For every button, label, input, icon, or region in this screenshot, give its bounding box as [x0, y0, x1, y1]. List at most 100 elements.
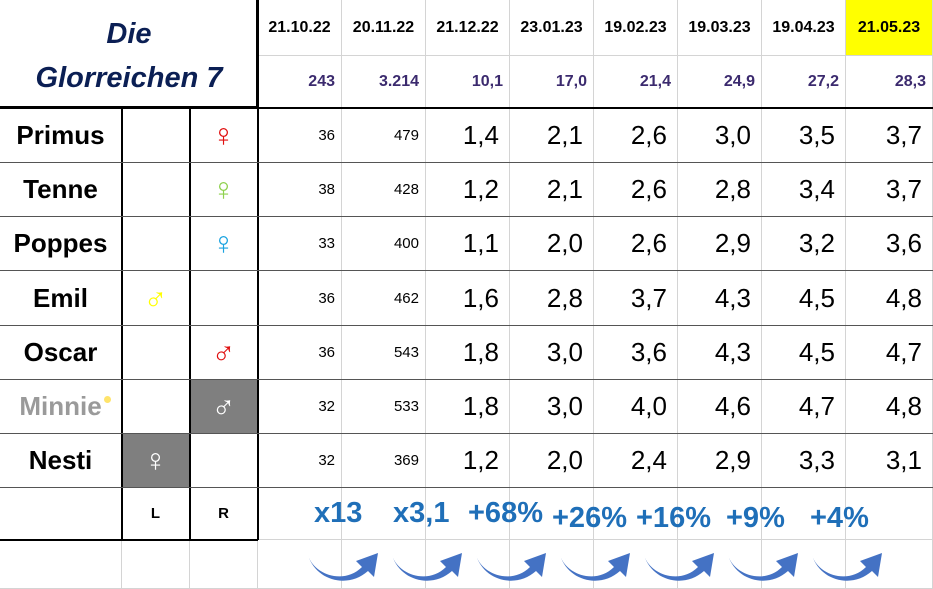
value-cell[interactable]: 543 [342, 326, 426, 380]
row-name[interactable]: Oscar [0, 326, 122, 380]
value-cell[interactable]: 533 [342, 380, 426, 434]
value-cell[interactable]: 2,0 [510, 434, 594, 488]
value-cell[interactable]: 1,6 [426, 271, 510, 326]
value-cell[interactable]: 2,1 [510, 108, 594, 163]
value-cell[interactable]: 1,8 [426, 380, 510, 434]
footer-cell[interactable] [258, 488, 342, 540]
row-name[interactable]: Primus [0, 108, 122, 163]
total-count[interactable]: 21,4 [594, 56, 678, 108]
value-cell[interactable]: 36 [258, 326, 342, 380]
value-cell[interactable]: 3,0 [678, 108, 762, 163]
value-cell[interactable]: 2,4 [594, 434, 678, 488]
value-cell[interactable]: 400 [342, 217, 426, 271]
symbol-left[interactable] [122, 108, 190, 163]
empty-cell[interactable] [190, 540, 258, 589]
date-header[interactable]: 21.05.23 [846, 0, 933, 56]
empty-cell[interactable] [0, 540, 122, 589]
symbol-right[interactable] [190, 271, 258, 326]
value-cell[interactable]: 2,8 [510, 271, 594, 326]
symbol-left[interactable] [122, 326, 190, 380]
row-name[interactable]: Minnie [0, 380, 122, 434]
footer-cell[interactable] [594, 488, 678, 540]
total-count[interactable]: 243 [258, 56, 342, 108]
footer-cell[interactable] [678, 488, 762, 540]
symbol-right[interactable]: ♂ [190, 380, 258, 434]
date-header[interactable]: 19.04.23 [762, 0, 846, 56]
symbol-left[interactable]: ♀ [122, 434, 190, 488]
value-cell[interactable]: 3,6 [594, 326, 678, 380]
value-cell[interactable]: 4,7 [846, 326, 933, 380]
value-cell[interactable]: 3,0 [510, 380, 594, 434]
date-header[interactable]: 21.12.22 [426, 0, 510, 56]
date-header[interactable]: 19.03.23 [678, 0, 762, 56]
total-count[interactable]: 3.214 [342, 56, 426, 108]
footer-cell[interactable] [426, 488, 510, 540]
value-cell[interactable]: 4,0 [594, 380, 678, 434]
symbol-right[interactable]: ♀ [190, 163, 258, 217]
value-cell[interactable]: 4,3 [678, 326, 762, 380]
value-cell[interactable]: 36 [258, 108, 342, 163]
row-name[interactable]: Tenne [0, 163, 122, 217]
value-cell[interactable]: 3,6 [846, 217, 933, 271]
value-cell[interactable]: 4,6 [678, 380, 762, 434]
value-cell[interactable]: 462 [342, 271, 426, 326]
value-cell[interactable]: 2,9 [678, 217, 762, 271]
value-cell[interactable]: 2,1 [510, 163, 594, 217]
value-cell[interactable]: 3,7 [846, 108, 933, 163]
empty-cell[interactable] [122, 540, 190, 589]
footer-cell[interactable] [510, 488, 594, 540]
date-header[interactable]: 23.01.23 [510, 0, 594, 56]
symbol-right[interactable] [190, 434, 258, 488]
symbol-right[interactable]: ♀ [190, 108, 258, 163]
date-header[interactable]: 21.10.22 [258, 0, 342, 56]
value-cell[interactable]: 3,2 [762, 217, 846, 271]
value-cell[interactable]: 2,9 [678, 434, 762, 488]
value-cell[interactable]: 2,8 [678, 163, 762, 217]
value-cell[interactable]: 1,2 [426, 434, 510, 488]
value-cell[interactable]: 2,6 [594, 108, 678, 163]
row-name[interactable]: Poppes [0, 217, 122, 271]
value-cell[interactable]: 2,6 [594, 217, 678, 271]
total-count[interactable]: 27,2 [762, 56, 846, 108]
date-header[interactable]: 19.02.23 [594, 0, 678, 56]
total-count[interactable]: 28,3 [846, 56, 933, 108]
footer-cell[interactable] [762, 488, 846, 540]
value-cell[interactable]: 2,0 [510, 217, 594, 271]
row-name[interactable]: Nesti [0, 434, 122, 488]
row-name[interactable]: Emil [0, 271, 122, 326]
date-header[interactable]: 20.11.22 [342, 0, 426, 56]
value-cell[interactable]: 479 [342, 108, 426, 163]
empty-cell[interactable] [0, 488, 122, 540]
value-cell[interactable]: 4,8 [846, 380, 933, 434]
value-cell[interactable]: 3,7 [594, 271, 678, 326]
symbol-left[interactable]: ♂ [122, 271, 190, 326]
value-cell[interactable]: 2,6 [594, 163, 678, 217]
value-cell[interactable]: 3,5 [762, 108, 846, 163]
symbol-left[interactable] [122, 163, 190, 217]
value-cell[interactable]: 33 [258, 217, 342, 271]
value-cell[interactable]: 3,3 [762, 434, 846, 488]
value-cell[interactable]: 3,1 [846, 434, 933, 488]
total-count[interactable]: 17,0 [510, 56, 594, 108]
value-cell[interactable]: 4,3 [678, 271, 762, 326]
symbol-right[interactable]: ♂ [190, 326, 258, 380]
value-cell[interactable]: 3,4 [762, 163, 846, 217]
value-cell[interactable]: 4,5 [762, 326, 846, 380]
value-cell[interactable]: 4,8 [846, 271, 933, 326]
symbol-right[interactable]: ♀ [190, 217, 258, 271]
symbol-left[interactable] [122, 217, 190, 271]
total-count[interactable]: 10,1 [426, 56, 510, 108]
value-cell[interactable]: 3,7 [846, 163, 933, 217]
value-cell[interactable]: 369 [342, 434, 426, 488]
value-cell[interactable]: 1,1 [426, 217, 510, 271]
value-cell[interactable]: 1,4 [426, 108, 510, 163]
value-cell[interactable]: 32 [258, 380, 342, 434]
symbol-left[interactable] [122, 380, 190, 434]
value-cell[interactable]: 38 [258, 163, 342, 217]
value-cell[interactable]: 4,5 [762, 271, 846, 326]
footer-cell[interactable] [342, 488, 426, 540]
value-cell[interactable]: 3,0 [510, 326, 594, 380]
total-count[interactable]: 24,9 [678, 56, 762, 108]
value-cell[interactable]: 32 [258, 434, 342, 488]
value-cell[interactable]: 1,8 [426, 326, 510, 380]
